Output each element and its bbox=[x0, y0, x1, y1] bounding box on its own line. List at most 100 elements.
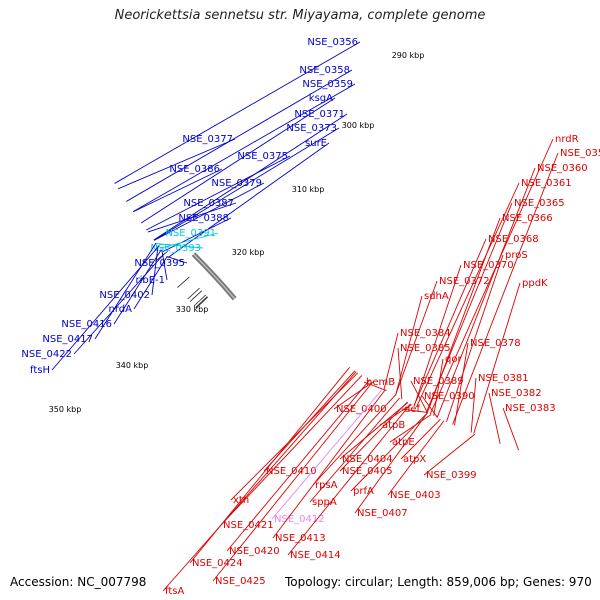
ring-tick-label: 350 kbp bbox=[49, 405, 82, 414]
gene-label-connector bbox=[133, 256, 168, 310]
gene-label-connector bbox=[151, 245, 159, 296]
gene-label-connector bbox=[166, 255, 188, 264]
gene-label-connector bbox=[410, 380, 428, 413]
gene-label-nse_0404: NSE_0404 bbox=[342, 454, 393, 465]
gene-label-nse_0383: NSE_0383 bbox=[505, 403, 556, 414]
gene-label-nse_0386: NSE_0386 bbox=[169, 164, 220, 175]
gene-label-nse_0422: NSE_0422 bbox=[21, 349, 72, 360]
gene-label-nse_0387: NSE_0387 bbox=[183, 198, 234, 209]
gene-label-connector bbox=[94, 242, 157, 340]
gene-label-connector bbox=[488, 392, 501, 444]
gene-label-nse_0360: NSE_0360 bbox=[537, 163, 588, 174]
gene-label-connector bbox=[394, 280, 438, 396]
ring-tick-label: 340 kbp bbox=[116, 361, 149, 370]
gene-label-nse_0407: NSE_0407 bbox=[357, 508, 408, 519]
gene-label-qor: qor bbox=[445, 354, 462, 365]
gene-label-ftsa: ftsA bbox=[165, 586, 184, 597]
gene-label-nse_0361: NSE_0361 bbox=[521, 178, 572, 189]
gene-label-nse_0420: NSE_0420 bbox=[229, 546, 280, 557]
gene-label-connector bbox=[153, 127, 340, 241]
gene-label-connector bbox=[117, 138, 236, 190]
gene-label-nse_0413: NSE_0413 bbox=[275, 533, 326, 544]
gene-label-nrdr: nrdR bbox=[555, 134, 579, 145]
gene-label-connector bbox=[212, 381, 373, 582]
gene-label-ppdk: ppdK bbox=[522, 278, 548, 289]
gene-label-connector bbox=[147, 202, 237, 233]
gene-label-connector bbox=[162, 371, 357, 592]
gene-label-sure: surE bbox=[305, 138, 327, 149]
gene-label-connector bbox=[140, 97, 336, 224]
gene-label-connector bbox=[271, 388, 384, 520]
gene-label-connector bbox=[354, 412, 428, 514]
gene-label-connector bbox=[433, 358, 444, 416]
gene-label-connector bbox=[51, 245, 159, 371]
gene-label-nse_0372: NSE_0372 bbox=[439, 276, 490, 287]
gene-label-connector bbox=[413, 238, 487, 406]
gene-label-connector bbox=[73, 253, 165, 355]
gene-label-nse_0373: NSE_0373 bbox=[286, 123, 337, 134]
gene-label-nse_0377: NSE_0377 bbox=[182, 134, 233, 145]
gene-label-nse_0375: NSE_0375 bbox=[237, 151, 288, 162]
ring-tick-label: 290 kbp bbox=[392, 51, 425, 60]
gene-label-connector bbox=[454, 342, 469, 426]
gene-label-connector bbox=[339, 402, 409, 460]
gene-label-connector bbox=[436, 167, 536, 418]
ring-tick-mark bbox=[177, 276, 190, 288]
figure-title: Neorickettsia sennetsu str. Miyayama, co… bbox=[114, 8, 486, 23]
gene-label-nse_0405: NSE_0405 bbox=[342, 466, 393, 477]
gene-label-nse_0384: NSE_0384 bbox=[400, 328, 451, 339]
gene-label-connector bbox=[309, 397, 400, 503]
gene-label-nse_0425: NSE_0425 bbox=[215, 576, 266, 587]
gene-label-connector bbox=[333, 381, 373, 410]
gene-label-connector bbox=[416, 182, 520, 408]
gene-label-atpb: atpB bbox=[382, 420, 405, 431]
gene-label-nse_0355: NSE_0355 bbox=[560, 148, 600, 159]
gene-label-nse_0417: NSE_0417 bbox=[42, 334, 93, 345]
gene-label-nse_0356: NSE_0356 bbox=[307, 37, 358, 48]
gene-label-nse_0359: NSE_0359 bbox=[302, 79, 353, 90]
ring-tick-mark bbox=[195, 296, 208, 308]
gene-label-rpsa: rpsA bbox=[315, 480, 338, 491]
gene-label-connector bbox=[421, 395, 438, 418]
gene-label-connector bbox=[350, 412, 428, 492]
genome-backbone-highlight bbox=[192, 253, 236, 300]
gene-label-nse_0389: NSE_0389 bbox=[413, 376, 464, 387]
gene-label-connector bbox=[162, 217, 232, 253]
gene-label-connector bbox=[446, 254, 504, 422]
summary-label: Topology: circular; Length: 859,006 bp; … bbox=[285, 575, 592, 589]
ring-tick-mark bbox=[189, 290, 203, 302]
gene-label-nse_0412: NSE_0412 bbox=[274, 514, 325, 525]
gene-label-nse_0414: NSE_0414 bbox=[290, 550, 341, 561]
gene-label-nse_0393: NSE_0393 bbox=[150, 243, 201, 254]
gene-label-ftsh: ftsH bbox=[30, 365, 50, 376]
gene-label-connector bbox=[383, 332, 399, 390]
gene-label-nse_0385: NSE_0385 bbox=[400, 343, 451, 354]
gene-label-nse_0390: NSE_0390 bbox=[424, 391, 475, 402]
gene-label-nse_0381: NSE_0381 bbox=[478, 373, 529, 384]
ring-tick-label: 330 kbp bbox=[176, 305, 209, 314]
gene-label-connector bbox=[167, 142, 330, 259]
gene-label-connector bbox=[113, 249, 162, 325]
ring-tick-label: 320 kbp bbox=[232, 248, 265, 257]
gene-label-nse_0388: NSE_0388 bbox=[178, 213, 229, 224]
gene-label-connector bbox=[126, 69, 353, 202]
gene-label-connector bbox=[473, 282, 521, 434]
gene-label-connector bbox=[470, 377, 477, 433]
gene-label-nse_0402: NSE_0402 bbox=[99, 290, 150, 301]
gene-label-sppa: sppA bbox=[312, 497, 337, 508]
gene-label-nse_0400: NSE_0400 bbox=[336, 404, 387, 415]
gene-label-nse_0365: NSE_0365 bbox=[514, 198, 565, 209]
gene-label-nse_0391: NSE_0391 bbox=[165, 228, 216, 239]
gene-label-connector bbox=[287, 403, 411, 556]
ring-tick-label: 310 kbp bbox=[292, 185, 325, 194]
gene-label-nse_0371: NSE_0371 bbox=[294, 109, 345, 120]
gene-label-nse_0403: NSE_0403 bbox=[390, 490, 441, 501]
gene-label-nse_0410: NSE_0410 bbox=[266, 466, 317, 477]
gene-label-connector bbox=[156, 243, 204, 249]
gene-label-nse_0424: NSE_0424 bbox=[192, 558, 243, 569]
gene-label-nse_0399: NSE_0399 bbox=[426, 470, 477, 481]
gene-label-connector bbox=[272, 389, 386, 539]
gene-label-def: def bbox=[404, 404, 421, 415]
gene-label-connector bbox=[226, 379, 370, 552]
